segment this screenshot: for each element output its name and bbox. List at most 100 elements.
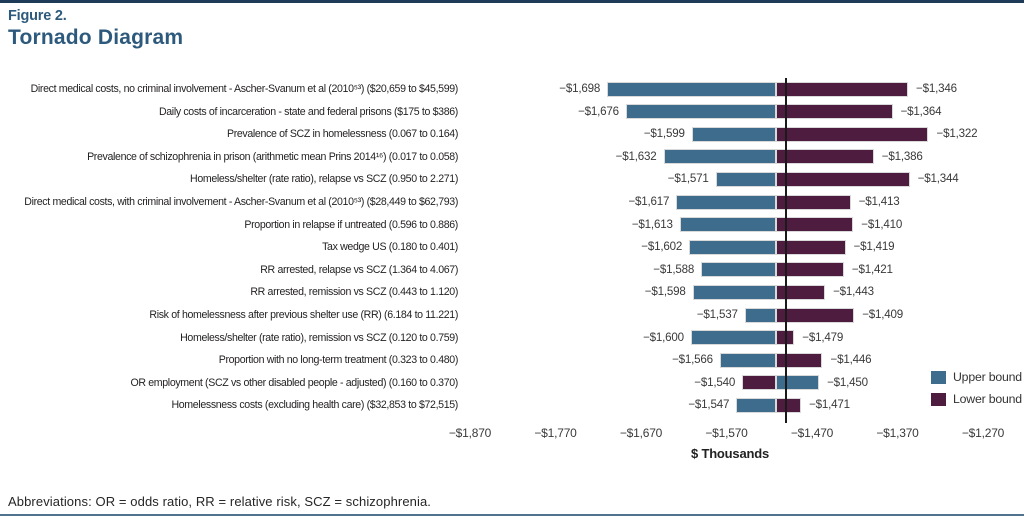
lower-bound-value: −$1,409	[862, 307, 904, 321]
lower-bound-bar	[776, 104, 893, 120]
row-label: OR employment (SCZ vs other disabled peo…	[130, 376, 458, 389]
x-tick-label: −$1,370	[876, 426, 919, 440]
upper-bound-bar	[679, 217, 777, 233]
tornado-row: Prevalence of SCZ in homelessness (0.067…	[0, 123, 1024, 146]
lower-bound-value: −$1,322	[936, 127, 978, 141]
upper-bound-bar	[625, 104, 777, 120]
tornado-row: Direct medical costs, with criminal invo…	[0, 191, 1024, 214]
upper-bound-value: −$1,566	[672, 353, 713, 367]
upper-bound-bar	[744, 307, 777, 323]
lower-bound-bar	[776, 262, 844, 278]
lower-bound-bar	[776, 397, 802, 413]
top-accent-bar	[0, 0, 1024, 3]
tornado-row: Prevalence of schizophrenia in prison (a…	[0, 146, 1024, 169]
tornado-row: Direct medical costs, no criminal involv…	[0, 78, 1024, 101]
lower-bound-value: −$1,443	[833, 285, 874, 299]
row-label: RR arrested, remission vs SCZ (0.443 to …	[250, 286, 458, 299]
tornado-row: Tax wedge US (0.180 to 0.401) −$1,602 −$1,…	[0, 236, 1024, 259]
row-label: Homelessness costs (excluding health car…	[171, 399, 458, 412]
lower-bound-bar	[742, 375, 777, 391]
row-plot-area: −$1,600 −$1,479	[468, 327, 1014, 350]
upper-bound-bar	[719, 352, 777, 368]
legend-swatch	[931, 370, 946, 384]
upper-bound-bar	[736, 397, 777, 413]
row-label: Risk of homelessness after previous shel…	[149, 308, 458, 321]
tornado-chart: Direct medical costs, no criminal involv…	[0, 78, 1024, 417]
legend: Upper bound Lower bound	[931, 369, 1022, 413]
lower-bound-value: −$1,479	[802, 330, 844, 344]
x-axis: −$1,870 −$1,770 −$1,670 −$1,570 −$1,470 −$1,3…	[0, 426, 1024, 442]
upper-bound-value: −$1,698	[559, 82, 601, 95]
lower-bound-bar	[776, 149, 874, 165]
figure-number: Figure 2.	[8, 8, 67, 24]
x-tick-label: −$1,670	[619, 426, 663, 440]
tornado-row: Homeless/shelter (rate ratio), relapse v…	[0, 168, 1024, 191]
bottom-rule	[0, 514, 1024, 516]
upper-bound-value: −$1,599	[643, 127, 685, 141]
row-label: Proportion in relapse if untreated (0.59…	[244, 218, 458, 231]
tornado-row: Homeless/shelter (rate ratio), remission…	[0, 327, 1024, 350]
tornado-row: Proportion with no long-term treatment (…	[0, 349, 1024, 372]
tornado-row: OR employment (SCZ vs other disabled peo…	[0, 372, 1024, 395]
legend-swatch	[931, 392, 946, 406]
lower-bound-value: −$1,346	[916, 82, 957, 95]
upper-bound-bar	[776, 375, 820, 391]
row-plot-area: −$1,598 −$1,443	[468, 281, 1014, 304]
row-label: Direct medical costs, no criminal involv…	[30, 83, 459, 95]
upper-bound-value: −$1,602	[641, 240, 683, 254]
upper-bound-value: −$1,617	[628, 194, 670, 208]
upper-bound-bar	[689, 239, 777, 255]
row-plot-area: −$1,613 −$1,410	[468, 214, 1014, 237]
figure-title: Tornado Diagram	[8, 26, 184, 49]
lower-bound-value: −$1,419	[853, 240, 895, 254]
lower-bound-bar	[776, 81, 908, 97]
upper-bound-value: −$1,571	[667, 172, 709, 186]
upper-bound-value: −$1,613	[631, 217, 673, 231]
row-label: Tax wedge US (0.180 to 0.401)	[322, 241, 458, 254]
row-plot-area: −$1,547 −$1,471	[468, 394, 1014, 417]
abbreviations-note: Abbreviations: OR = odds ratio, RR = rel…	[8, 494, 432, 509]
row-label: Prevalence of SCZ in homelessness (0.067…	[227, 128, 458, 141]
lower-bound-value: −$1,410	[861, 217, 903, 231]
row-label: Daily costs of incarceration - state and…	[158, 105, 458, 118]
tornado-row: RR arrested, relapse vs SCZ (1.364 to 4.…	[0, 259, 1024, 282]
tornado-row: Risk of homelessness after previous shel…	[0, 304, 1024, 327]
legend-label: Upper bound	[953, 370, 1022, 384]
row-plot-area: −$1,588 −$1,421	[468, 259, 1014, 282]
legend-item: Lower bound	[931, 391, 1022, 407]
row-label: Direct medical costs, with criminal invo…	[24, 195, 458, 208]
tornado-row: RR arrested, remission vs SCZ (0.443 to …	[0, 281, 1024, 304]
lower-bound-value: −$1,386	[881, 149, 923, 163]
lower-bound-bar	[776, 126, 929, 142]
row-plot-area: −$1,617 −$1,413	[468, 191, 1014, 214]
upper-bound-bar	[676, 194, 777, 210]
upper-bound-bar	[607, 81, 777, 97]
lower-bound-value: −$1,364	[900, 104, 942, 118]
row-plot-area: −$1,571 −$1,344	[468, 168, 1014, 191]
upper-bound-bar	[715, 171, 777, 187]
lower-bound-value: −$1,413	[858, 194, 900, 208]
upper-bound-value: −$1,450	[827, 375, 868, 389]
row-plot-area: −$1,676 −$1,364	[468, 101, 1014, 124]
row-plot-area: −$1,450 −$1,540	[468, 372, 1014, 395]
row-label: Prevalence of schizophrenia in prison (a…	[87, 150, 458, 163]
lower-bound-value: −$1,540	[694, 375, 736, 389]
row-plot-area: −$1,599 −$1,322	[468, 123, 1014, 146]
upper-bound-bar	[692, 284, 777, 300]
lower-bound-value: −$1,446	[830, 353, 872, 367]
row-plot-area: −$1,602 −$1,419	[468, 236, 1014, 259]
x-tick-label: −$1,770	[534, 426, 577, 440]
row-label: RR arrested, relapse vs SCZ (1.364 to 4.…	[260, 263, 458, 276]
row-plot-area: −$1,698 −$1,346	[468, 78, 1014, 101]
lower-bound-bar	[776, 194, 851, 210]
row-plot-area: −$1,632 −$1,386	[468, 146, 1014, 169]
upper-bound-bar	[691, 126, 777, 142]
lower-bound-bar	[776, 217, 854, 233]
lower-bound-bar	[776, 239, 846, 255]
row-label: Proportion with no long-term treatment (…	[218, 354, 459, 367]
x-tick-label: −$1,270	[961, 426, 1005, 440]
row-plot-area: −$1,566 −$1,446	[468, 349, 1014, 372]
x-tick-label: −$1,870	[448, 426, 492, 440]
upper-bound-value: −$1,632	[615, 149, 657, 163]
